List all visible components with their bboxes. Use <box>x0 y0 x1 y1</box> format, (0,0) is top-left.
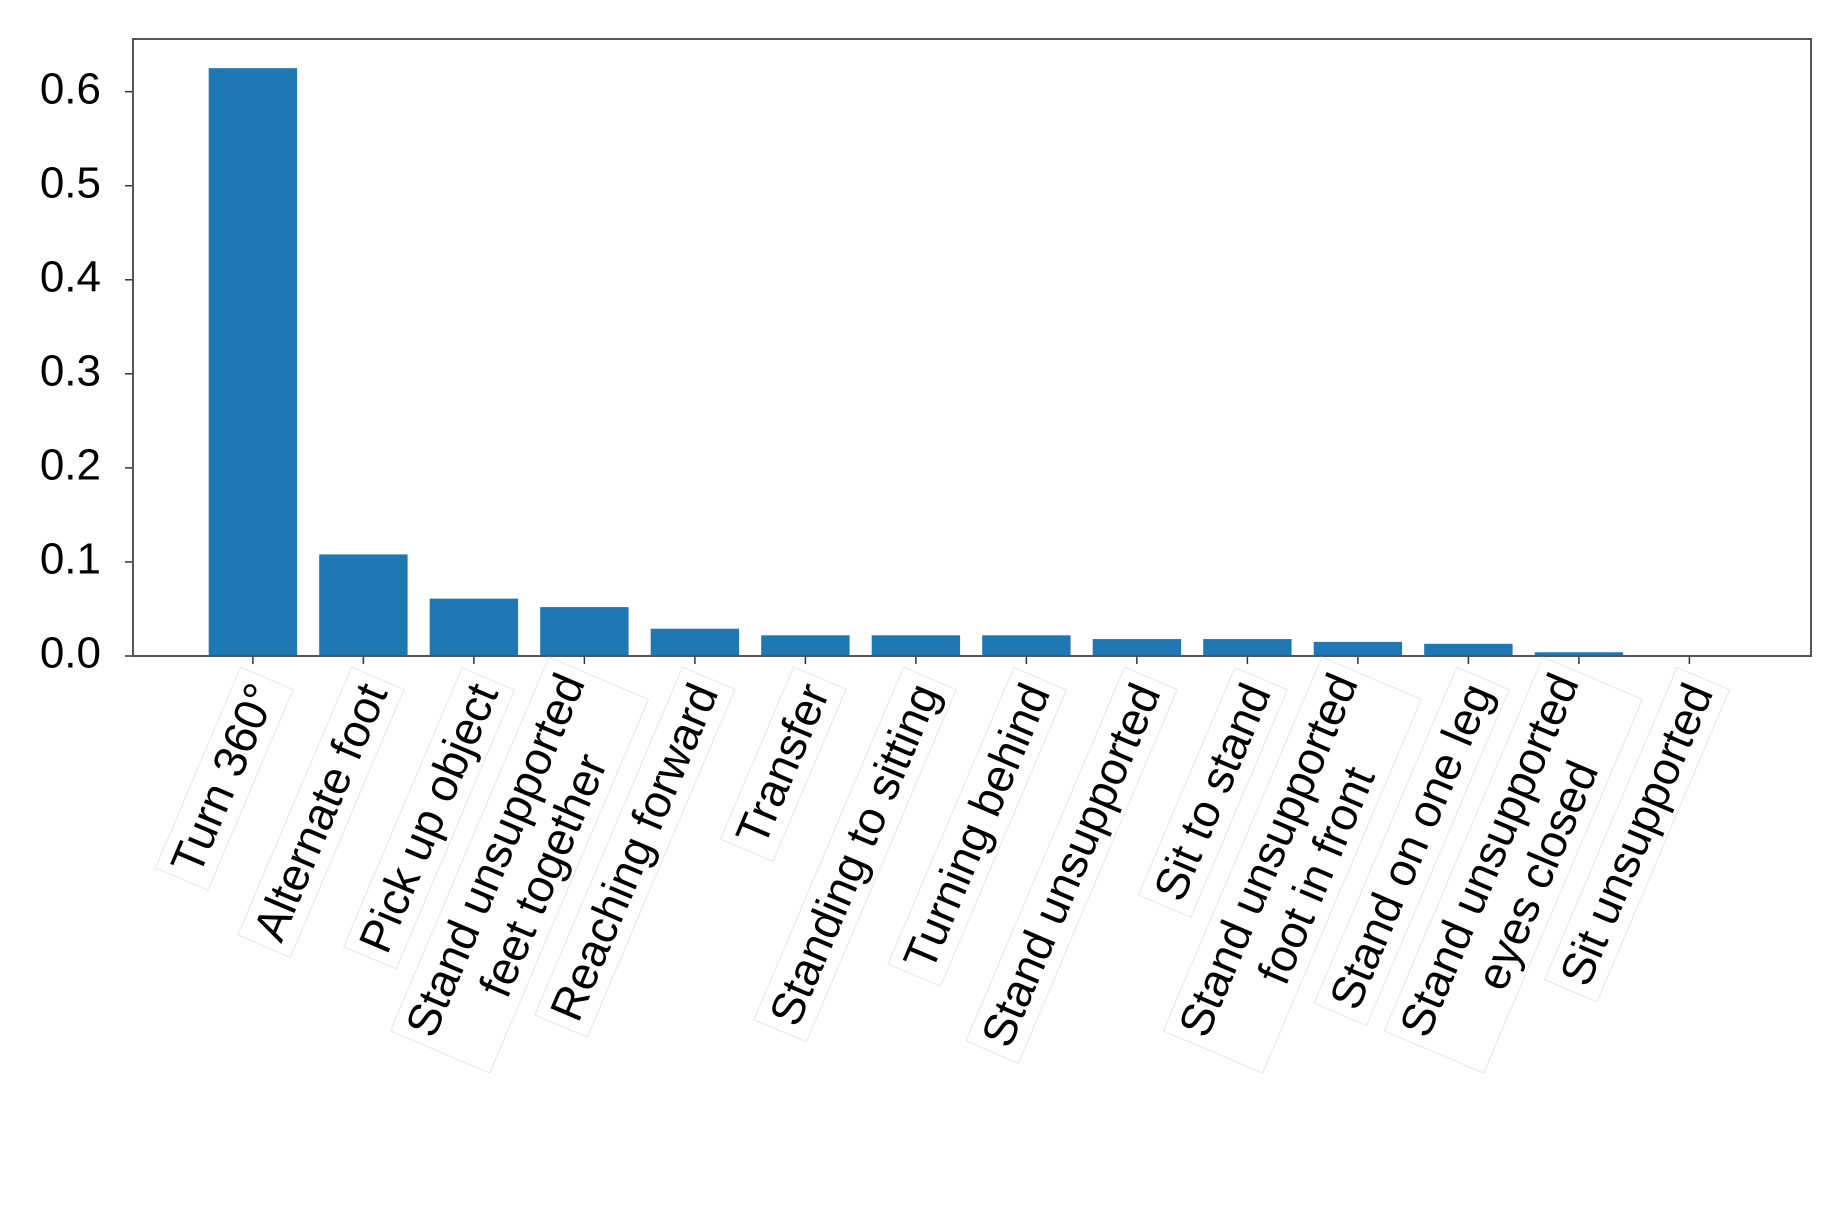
plot-frame <box>132 38 1812 657</box>
y-tick-label: 0.4 <box>40 252 101 301</box>
y-tick-label: 0.2 <box>40 441 101 490</box>
bar <box>429 598 519 656</box>
bar <box>982 635 1071 656</box>
bar <box>1424 643 1513 656</box>
bar <box>761 635 850 656</box>
y-tick-label: 0.5 <box>40 158 101 207</box>
bar <box>1092 639 1182 656</box>
y-tick-label: 0.0 <box>40 629 101 678</box>
bar <box>319 554 408 656</box>
bar <box>650 628 740 656</box>
bar <box>540 607 629 656</box>
bar <box>208 68 298 657</box>
y-tick-label: 0.3 <box>40 346 101 395</box>
y-tick-label: 0.1 <box>40 535 101 584</box>
bar <box>1313 641 1403 656</box>
bar <box>871 635 961 656</box>
bar <box>1534 652 1624 656</box>
y-tick-label: 0.6 <box>40 64 101 113</box>
bar <box>1203 639 1292 656</box>
